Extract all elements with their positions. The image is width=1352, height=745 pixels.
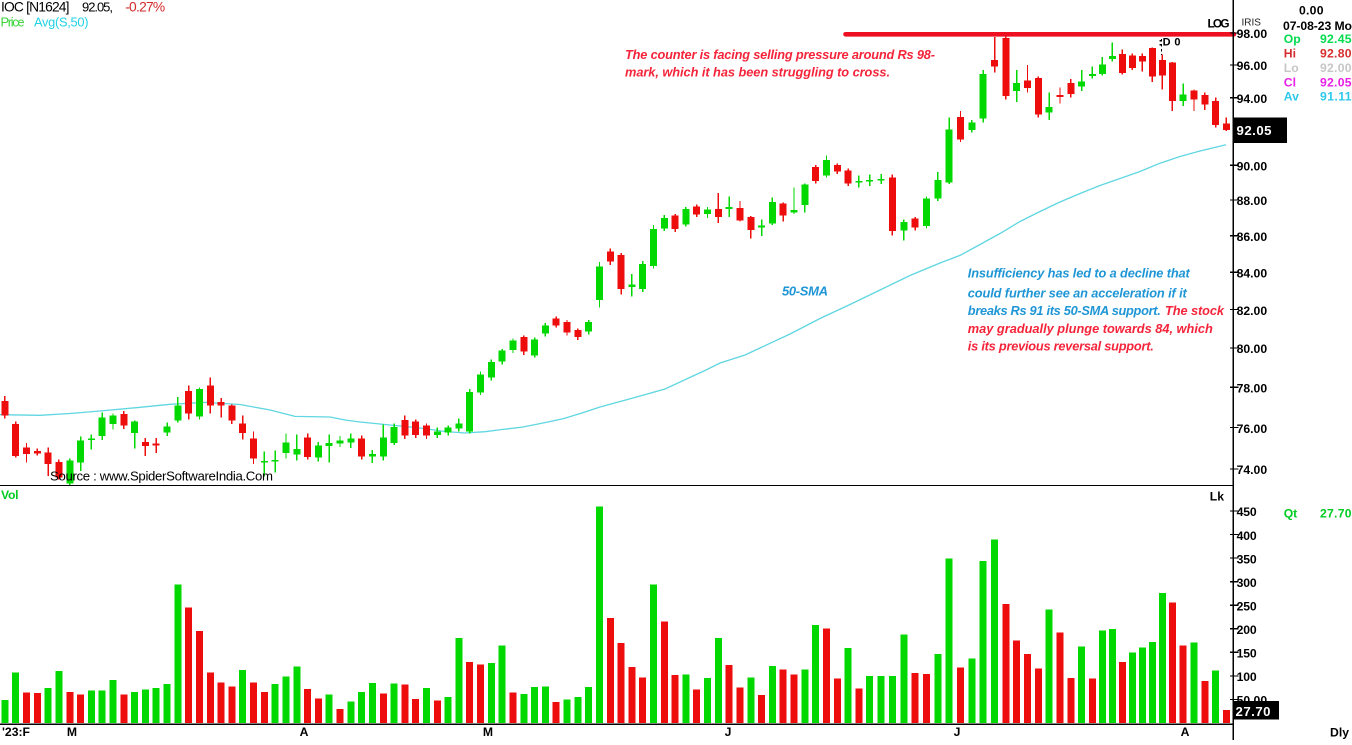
svg-text:may gradually plunge towards 8: may gradually plunge towards 84, which [968,321,1213,336]
svg-text:07-08-23 Mo: 07-08-23 Mo [1283,19,1352,33]
svg-text:27.70: 27.70 [1320,507,1352,521]
svg-text:76.00: 76.00 [1237,422,1268,436]
svg-text::D 0: :D 0 [1159,37,1181,49]
svg-text:A: A [1181,725,1190,739]
svg-text:mark, which it has been strugg: mark, which it has been struggling to cr… [625,65,890,80]
svg-text:Dly: Dly [1330,726,1349,740]
svg-text:92.05: 92.05 [1237,123,1272,138]
svg-text:80.00: 80.00 [1237,342,1268,356]
svg-text:Vol: Vol [1,488,19,502]
svg-text:91.11: 91.11 [1320,89,1352,103]
svg-text:LOG: LOG [1208,16,1230,30]
svg-text:Lo: Lo [1284,61,1299,75]
svg-text:74.00: 74.00 [1237,463,1268,477]
svg-text:J: J [954,725,961,739]
svg-text:Price: Price [1,15,25,30]
svg-text:92.80: 92.80 [1320,46,1352,60]
svg-text:Hi: Hi [1284,46,1296,60]
svg-text:Op: Op [1284,32,1301,46]
svg-text:86.00: 86.00 [1237,230,1268,244]
svg-text:Insufficiency has led to a dec: Insufficiency has led to a decline that [968,266,1191,281]
svg-text:The counter is facing selling: The counter is facing selling pressure a… [625,47,935,62]
svg-text:'23:F: '23:F [2,725,30,739]
svg-text:94.00: 94.00 [1237,92,1268,106]
svg-text:M: M [67,725,77,739]
svg-text:96.00: 96.00 [1237,59,1268,73]
svg-text:78.00: 78.00 [1237,382,1268,396]
svg-text:Qt: Qt [1284,507,1298,521]
svg-text:88.00: 88.00 [1237,194,1268,208]
svg-text:Lk: Lk [1210,490,1224,504]
svg-text:Avg(S,50): Avg(S,50) [34,15,89,30]
svg-text:90.00: 90.00 [1237,159,1268,173]
svg-text:Source : www.SpiderSoftwareInd: Source : www.SpiderSoftwareIndia.Com [50,469,273,484]
svg-text:92.00: 92.00 [1320,61,1352,75]
svg-text:84.00: 84.00 [1237,266,1268,280]
svg-text:98.00: 98.00 [1237,27,1268,41]
svg-text:200: 200 [1237,623,1257,637]
svg-text:M: M [483,725,493,739]
svg-text:450: 450 [1237,505,1257,519]
svg-text:Cl: Cl [1284,76,1296,90]
svg-text:A: A [300,725,309,739]
svg-text:150: 150 [1237,647,1257,661]
svg-text:0.00: 0.00 [1299,4,1324,18]
svg-text:350: 350 [1237,552,1257,566]
svg-text:92.05: 92.05 [1320,76,1352,90]
svg-text:IRIS: IRIS [1242,17,1262,28]
svg-text:IOC [N1624]: IOC [N1624] [1,0,70,15]
svg-text:82.00: 82.00 [1237,304,1268,318]
svg-text:-0.27%: -0.27% [125,0,165,15]
svg-text:50-SMA: 50-SMA [782,283,828,298]
svg-text:92.05,: 92.05, [82,0,113,15]
svg-text:250: 250 [1237,599,1257,613]
svg-text:27.70: 27.70 [1236,704,1271,719]
svg-text:100: 100 [1237,670,1257,684]
svg-text:is its previous reversal suppo: is its previous reversal support. [968,338,1154,353]
svg-text:could further see an accelerat: could further see an acceleration if it [968,286,1188,301]
svg-text:J: J [725,725,732,739]
svg-text:300: 300 [1237,576,1257,590]
svg-text:400: 400 [1237,529,1257,543]
svg-text:breaks Rs 91 its 50-SMA suppor: breaks Rs 91 its 50-SMA support. [968,303,1161,318]
svg-text:Av: Av [1284,89,1299,103]
svg-text:92.45: 92.45 [1320,32,1352,46]
svg-text:The stock: The stock [1165,303,1225,318]
